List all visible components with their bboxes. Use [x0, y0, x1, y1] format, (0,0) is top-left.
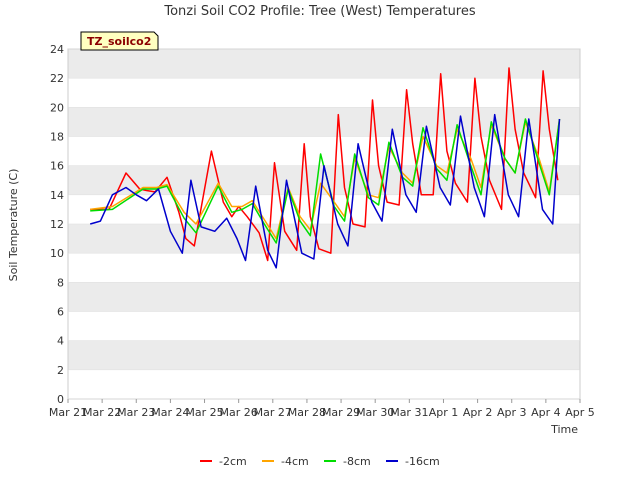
grid-band [68, 107, 580, 137]
data-tag-label: TZ_soilco2 [87, 35, 151, 48]
series-line-minus-2cm [90, 67, 559, 262]
x-tick-label: Mar 23 [117, 406, 155, 419]
y-tick-label: 2 [57, 364, 64, 377]
grid-bands [68, 49, 580, 370]
x-tick-label: Apr 2 [463, 406, 493, 419]
grid-band [68, 224, 580, 254]
legend-label: -2cm [219, 455, 247, 468]
y-tick-label: 0 [57, 393, 64, 406]
x-tick-label: Mar 25 [185, 406, 223, 419]
legend-label: -16cm [405, 455, 440, 468]
x-tick-label: Apr 1 [429, 406, 459, 419]
y-tick-label: 22 [50, 72, 64, 85]
x-tick-label: Apr 3 [497, 406, 527, 419]
y-tick-label: 20 [50, 101, 64, 114]
y-tick-label: 16 [50, 160, 64, 173]
x-tick-label: Mar 29 [322, 406, 360, 419]
y-tick-label: 18 [50, 131, 64, 144]
series-line-minus-16cm [89, 113, 561, 269]
x-tick-label: Mar 30 [356, 406, 394, 419]
y-tick-label: 8 [57, 276, 64, 289]
legend: -2cm -4cm -8cm -16cm [200, 455, 440, 468]
y-tick-label: 6 [57, 306, 64, 319]
y-tick-label: 10 [50, 247, 64, 260]
x-axis-label: Time [550, 423, 578, 436]
grid-band [68, 282, 580, 312]
x-tick-label: Mar 24 [151, 406, 189, 419]
data-tag-box [80, 31, 159, 51]
grid-band [68, 49, 580, 79]
x-tick-label: Mar 21 [49, 406, 87, 419]
legend-label: -4cm [281, 455, 309, 468]
chart-title: Tonzi Soil CO2 Profile: Tree (West) Temp… [163, 4, 476, 19]
y-tick-label: 4 [57, 335, 64, 348]
x-tick-label: Apr 4 [531, 406, 561, 419]
series-lines [89, 67, 561, 269]
x-tick-label: Mar 27 [254, 406, 292, 419]
grid-band [68, 340, 580, 370]
y-tick-label: 12 [50, 218, 64, 231]
series-line-minus-8cm [90, 118, 561, 244]
x-tick-label: Mar 22 [83, 406, 121, 419]
data-tag: TZ_soilco2 [80, 31, 159, 51]
y-tick-label: 24 [50, 43, 64, 56]
x-tick-label: Mar 28 [288, 406, 326, 419]
y-tick-label: 14 [50, 189, 64, 202]
x-tick-label: Apr 5 [565, 406, 595, 419]
x-tick-label: Mar 31 [390, 406, 428, 419]
y-axis-label: Soil Temperature (C) [7, 169, 20, 282]
x-tick-label: Mar 26 [220, 406, 258, 419]
legend-label: -8cm [343, 455, 371, 468]
